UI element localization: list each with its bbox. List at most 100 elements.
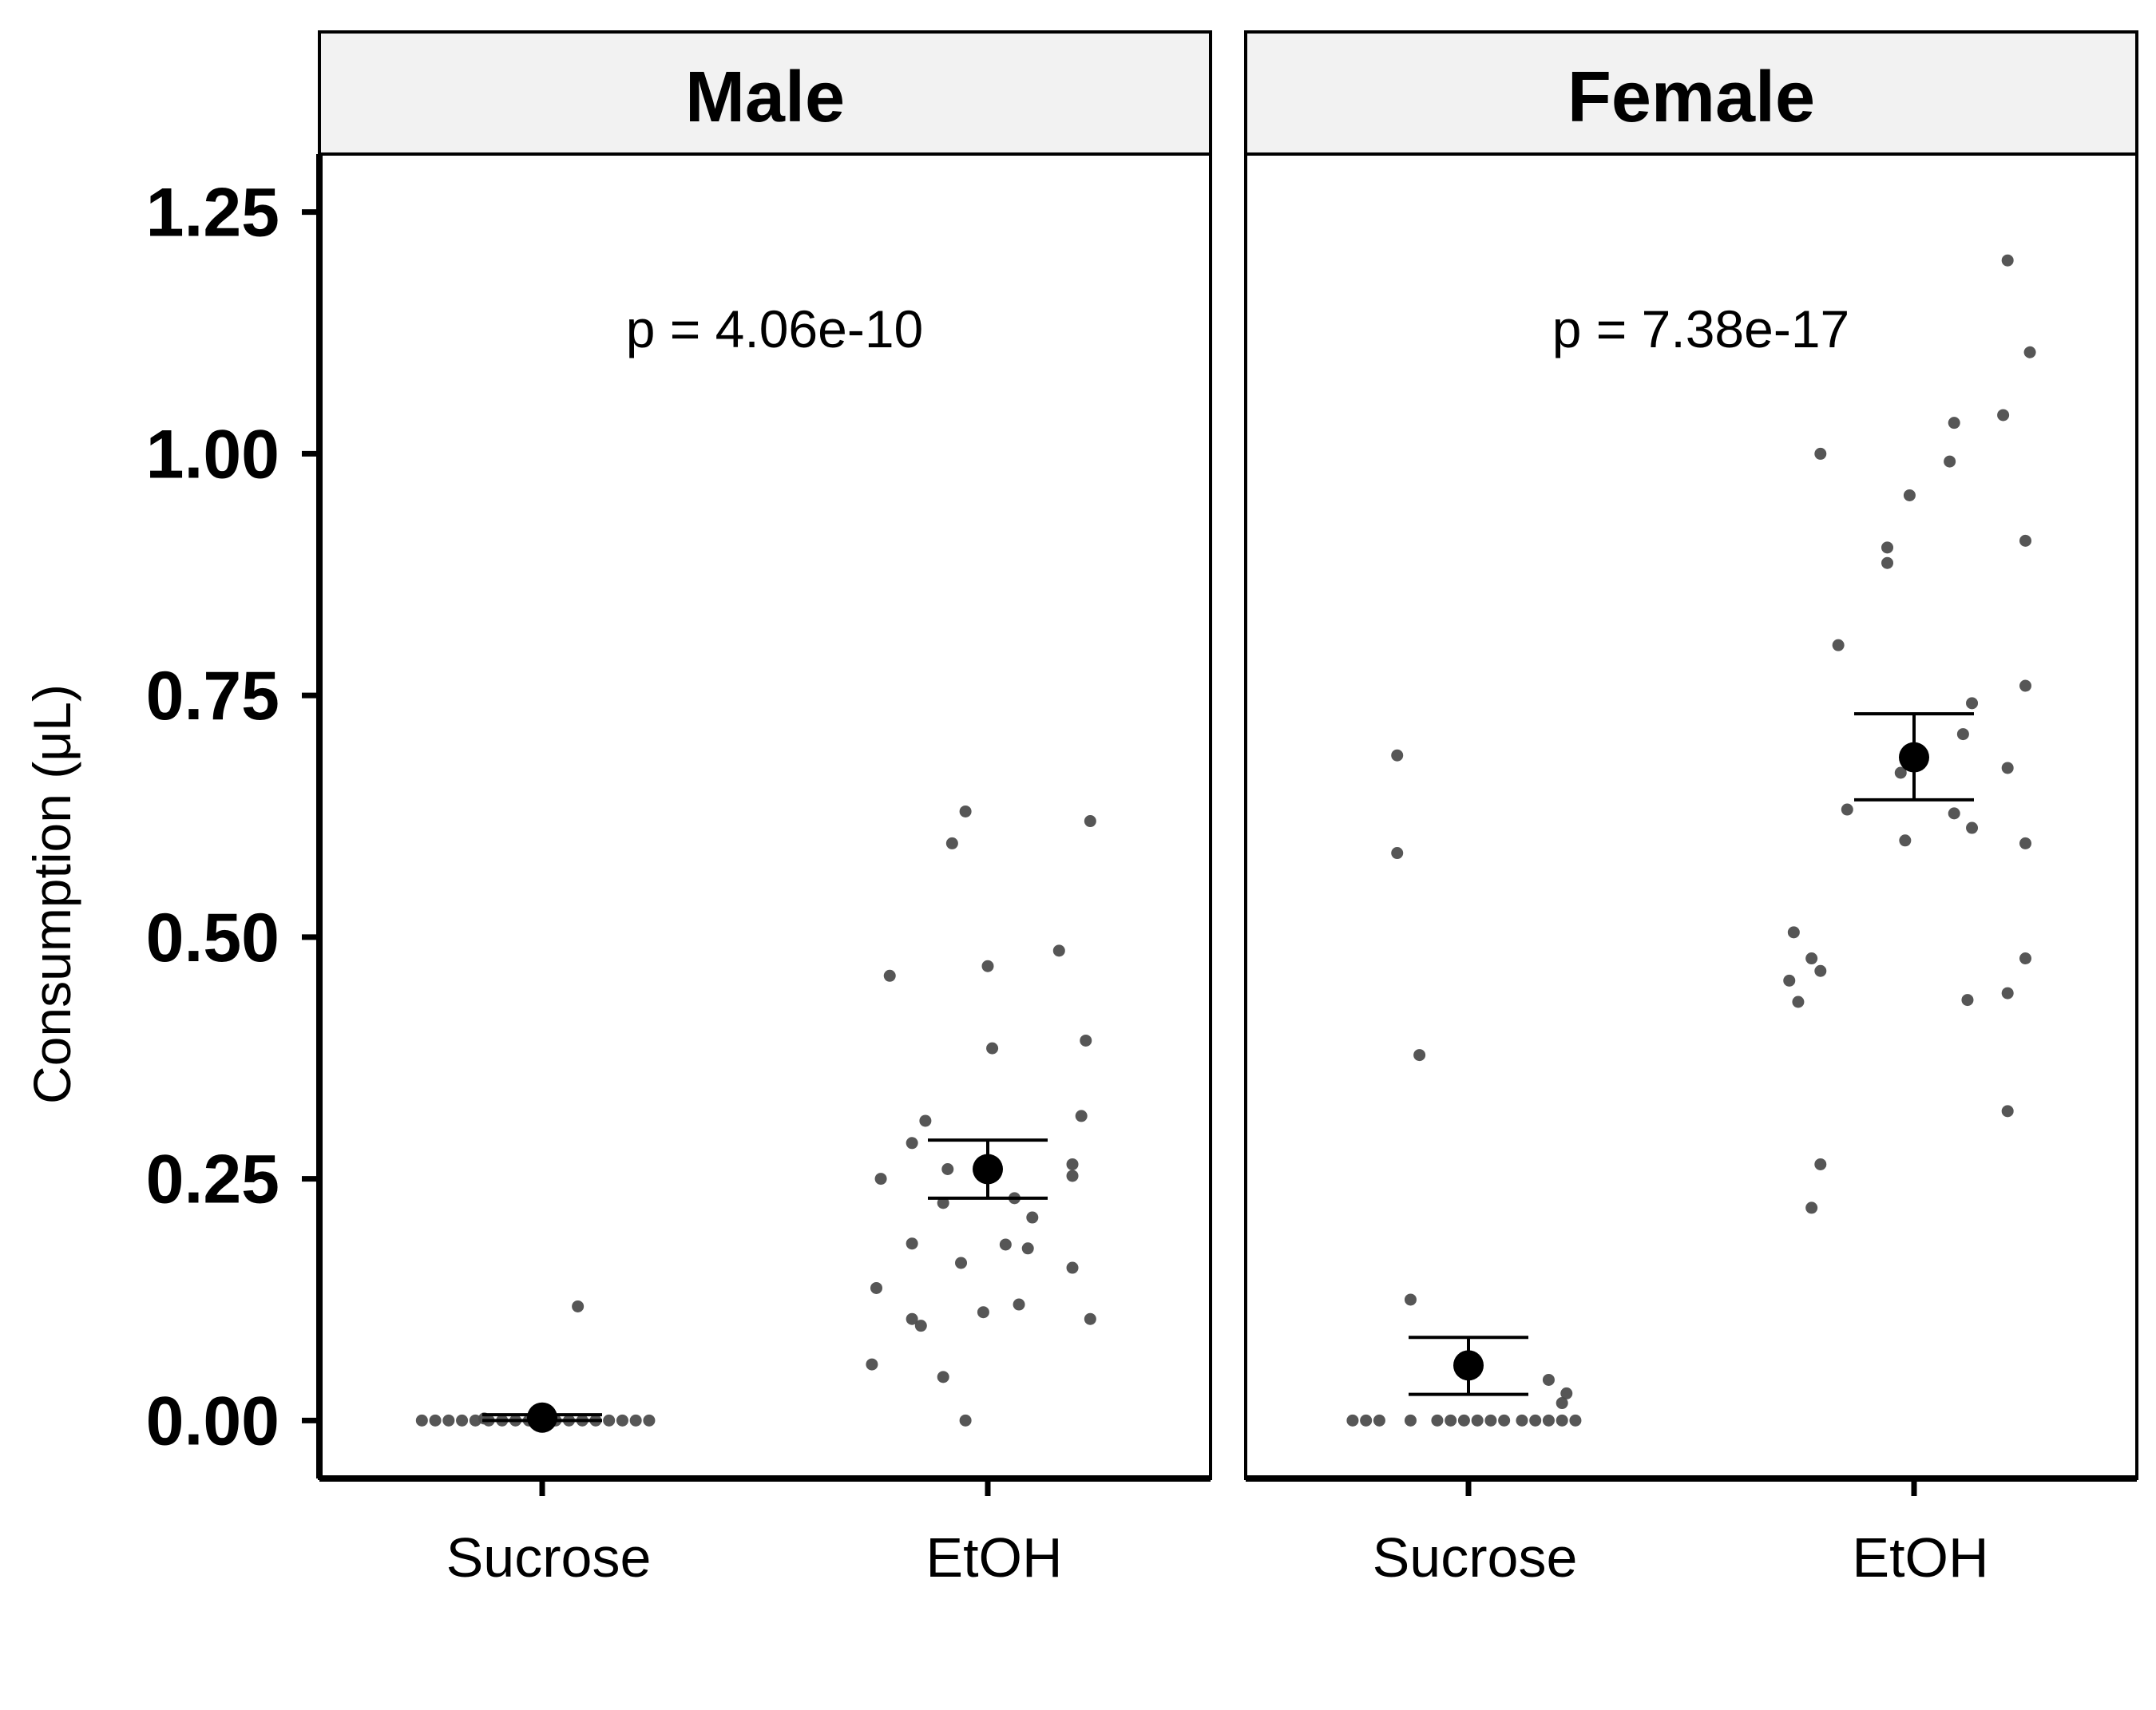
data-point	[874, 1173, 887, 1186]
data-point	[1373, 1414, 1385, 1427]
data-point	[2001, 987, 2014, 999]
x-tick-label: EtOH	[925, 1526, 1062, 1589]
strip-label: Male	[685, 57, 845, 137]
data-point	[1457, 1414, 1470, 1427]
data-point	[1391, 847, 1404, 860]
data-point	[866, 1358, 878, 1371]
data-point	[442, 1414, 455, 1427]
data-point	[977, 1306, 989, 1319]
data-point	[937, 1197, 949, 1209]
data-point	[1569, 1414, 1582, 1427]
data-point	[2001, 254, 2014, 267]
data-point	[1404, 1414, 1417, 1427]
y-axis-label: Consumption (μL)	[22, 684, 81, 1104]
data-point	[415, 1414, 428, 1427]
data-point	[981, 960, 994, 972]
data-point	[1944, 455, 1956, 468]
data-point	[883, 969, 896, 982]
strip-label: Female	[1567, 57, 1815, 137]
data-point	[572, 1300, 585, 1312]
mean-point	[1899, 742, 1929, 773]
data-point	[1948, 417, 1960, 429]
data-point	[1516, 1414, 1528, 1427]
data-point	[906, 1312, 918, 1325]
data-point	[914, 1320, 927, 1332]
y-tick-label: 0.50	[146, 900, 279, 976]
data-point	[1841, 803, 1853, 816]
data-point	[1556, 1397, 1568, 1410]
data-point	[1556, 1414, 1568, 1427]
data-point	[603, 1414, 616, 1427]
data-point	[2019, 679, 2031, 692]
data-point	[1542, 1414, 1555, 1427]
data-point	[937, 1371, 949, 1383]
data-point	[1346, 1414, 1359, 1427]
data-point	[1360, 1414, 1373, 1427]
y-tick-label: 0.00	[146, 1383, 279, 1459]
data-point	[959, 805, 972, 817]
data-point	[1052, 944, 1065, 957]
y-tick-label: 1.00	[146, 416, 279, 493]
data-point	[1814, 1158, 1827, 1170]
data-point	[2001, 1105, 2014, 1118]
data-point	[1881, 556, 1894, 569]
data-point	[1471, 1414, 1484, 1427]
data-point	[1066, 1158, 1079, 1170]
data-point	[1084, 815, 1096, 828]
data-point	[1542, 1373, 1555, 1386]
data-point	[1948, 807, 1960, 820]
x-tick-label: Sucrose	[1373, 1526, 1578, 1589]
data-point	[469, 1414, 482, 1427]
data-point	[1021, 1242, 1034, 1255]
data-point	[1792, 996, 1805, 1008]
data-point	[1529, 1414, 1542, 1427]
data-point	[1445, 1414, 1457, 1427]
panel-female: Female p = 7.38e-17 Sucrose EtOH	[1244, 30, 2138, 1589]
data-point	[1484, 1414, 1497, 1427]
data-point	[643, 1414, 656, 1427]
data-point	[1881, 541, 1894, 554]
data-point	[2023, 346, 2036, 358]
mean-point	[527, 1402, 557, 1433]
data-point	[955, 1257, 968, 1269]
data-point	[1066, 1170, 1079, 1182]
data-point	[2019, 534, 2031, 547]
y-tick-label: 0.25	[146, 1142, 279, 1218]
data-point	[1966, 697, 1979, 710]
data-point	[1413, 1049, 1426, 1062]
data-point	[2019, 952, 2031, 965]
data-point	[986, 1042, 999, 1055]
mean-point	[973, 1154, 1003, 1185]
data-point	[959, 1414, 972, 1427]
panel-male: Male p = 4.06e-10 Sucrose EtOH	[318, 30, 1212, 1589]
data-point	[1997, 409, 2010, 422]
data-point	[945, 837, 958, 849]
facet-panels: Male p = 4.06e-10 Sucrose EtOH Female p = 7.3…	[318, 30, 2138, 1589]
data-point	[941, 1162, 954, 1175]
data-point	[1084, 1312, 1096, 1325]
data-point	[1832, 639, 1845, 651]
data-point	[1013, 1298, 1025, 1311]
y-axis: 0.00 0.25 0.50 0.75 1.00 1.25	[146, 154, 323, 1478]
y-tick-label: 0.75	[146, 658, 279, 734]
data-point	[1026, 1211, 1039, 1224]
data-point	[2001, 762, 2014, 774]
data-point	[1787, 926, 1800, 939]
data-point	[1961, 994, 1974, 1007]
data-point	[1814, 447, 1827, 460]
data-point	[1431, 1414, 1444, 1427]
data-point	[906, 1237, 918, 1250]
data-point	[870, 1281, 882, 1294]
data-point	[456, 1414, 469, 1427]
data-point	[1814, 964, 1827, 977]
data-point	[1783, 974, 1796, 987]
data-point	[1805, 952, 1818, 965]
y-tick-label: 1.25	[146, 175, 279, 251]
data-point	[1391, 749, 1404, 762]
p-value-annotation: p = 7.38e-17	[1552, 299, 1849, 358]
x-tick-label: Sucrose	[446, 1526, 652, 1589]
data-point	[999, 1238, 1012, 1251]
data-point	[1066, 1261, 1079, 1274]
x-tick-label: EtOH	[1852, 1526, 1988, 1589]
